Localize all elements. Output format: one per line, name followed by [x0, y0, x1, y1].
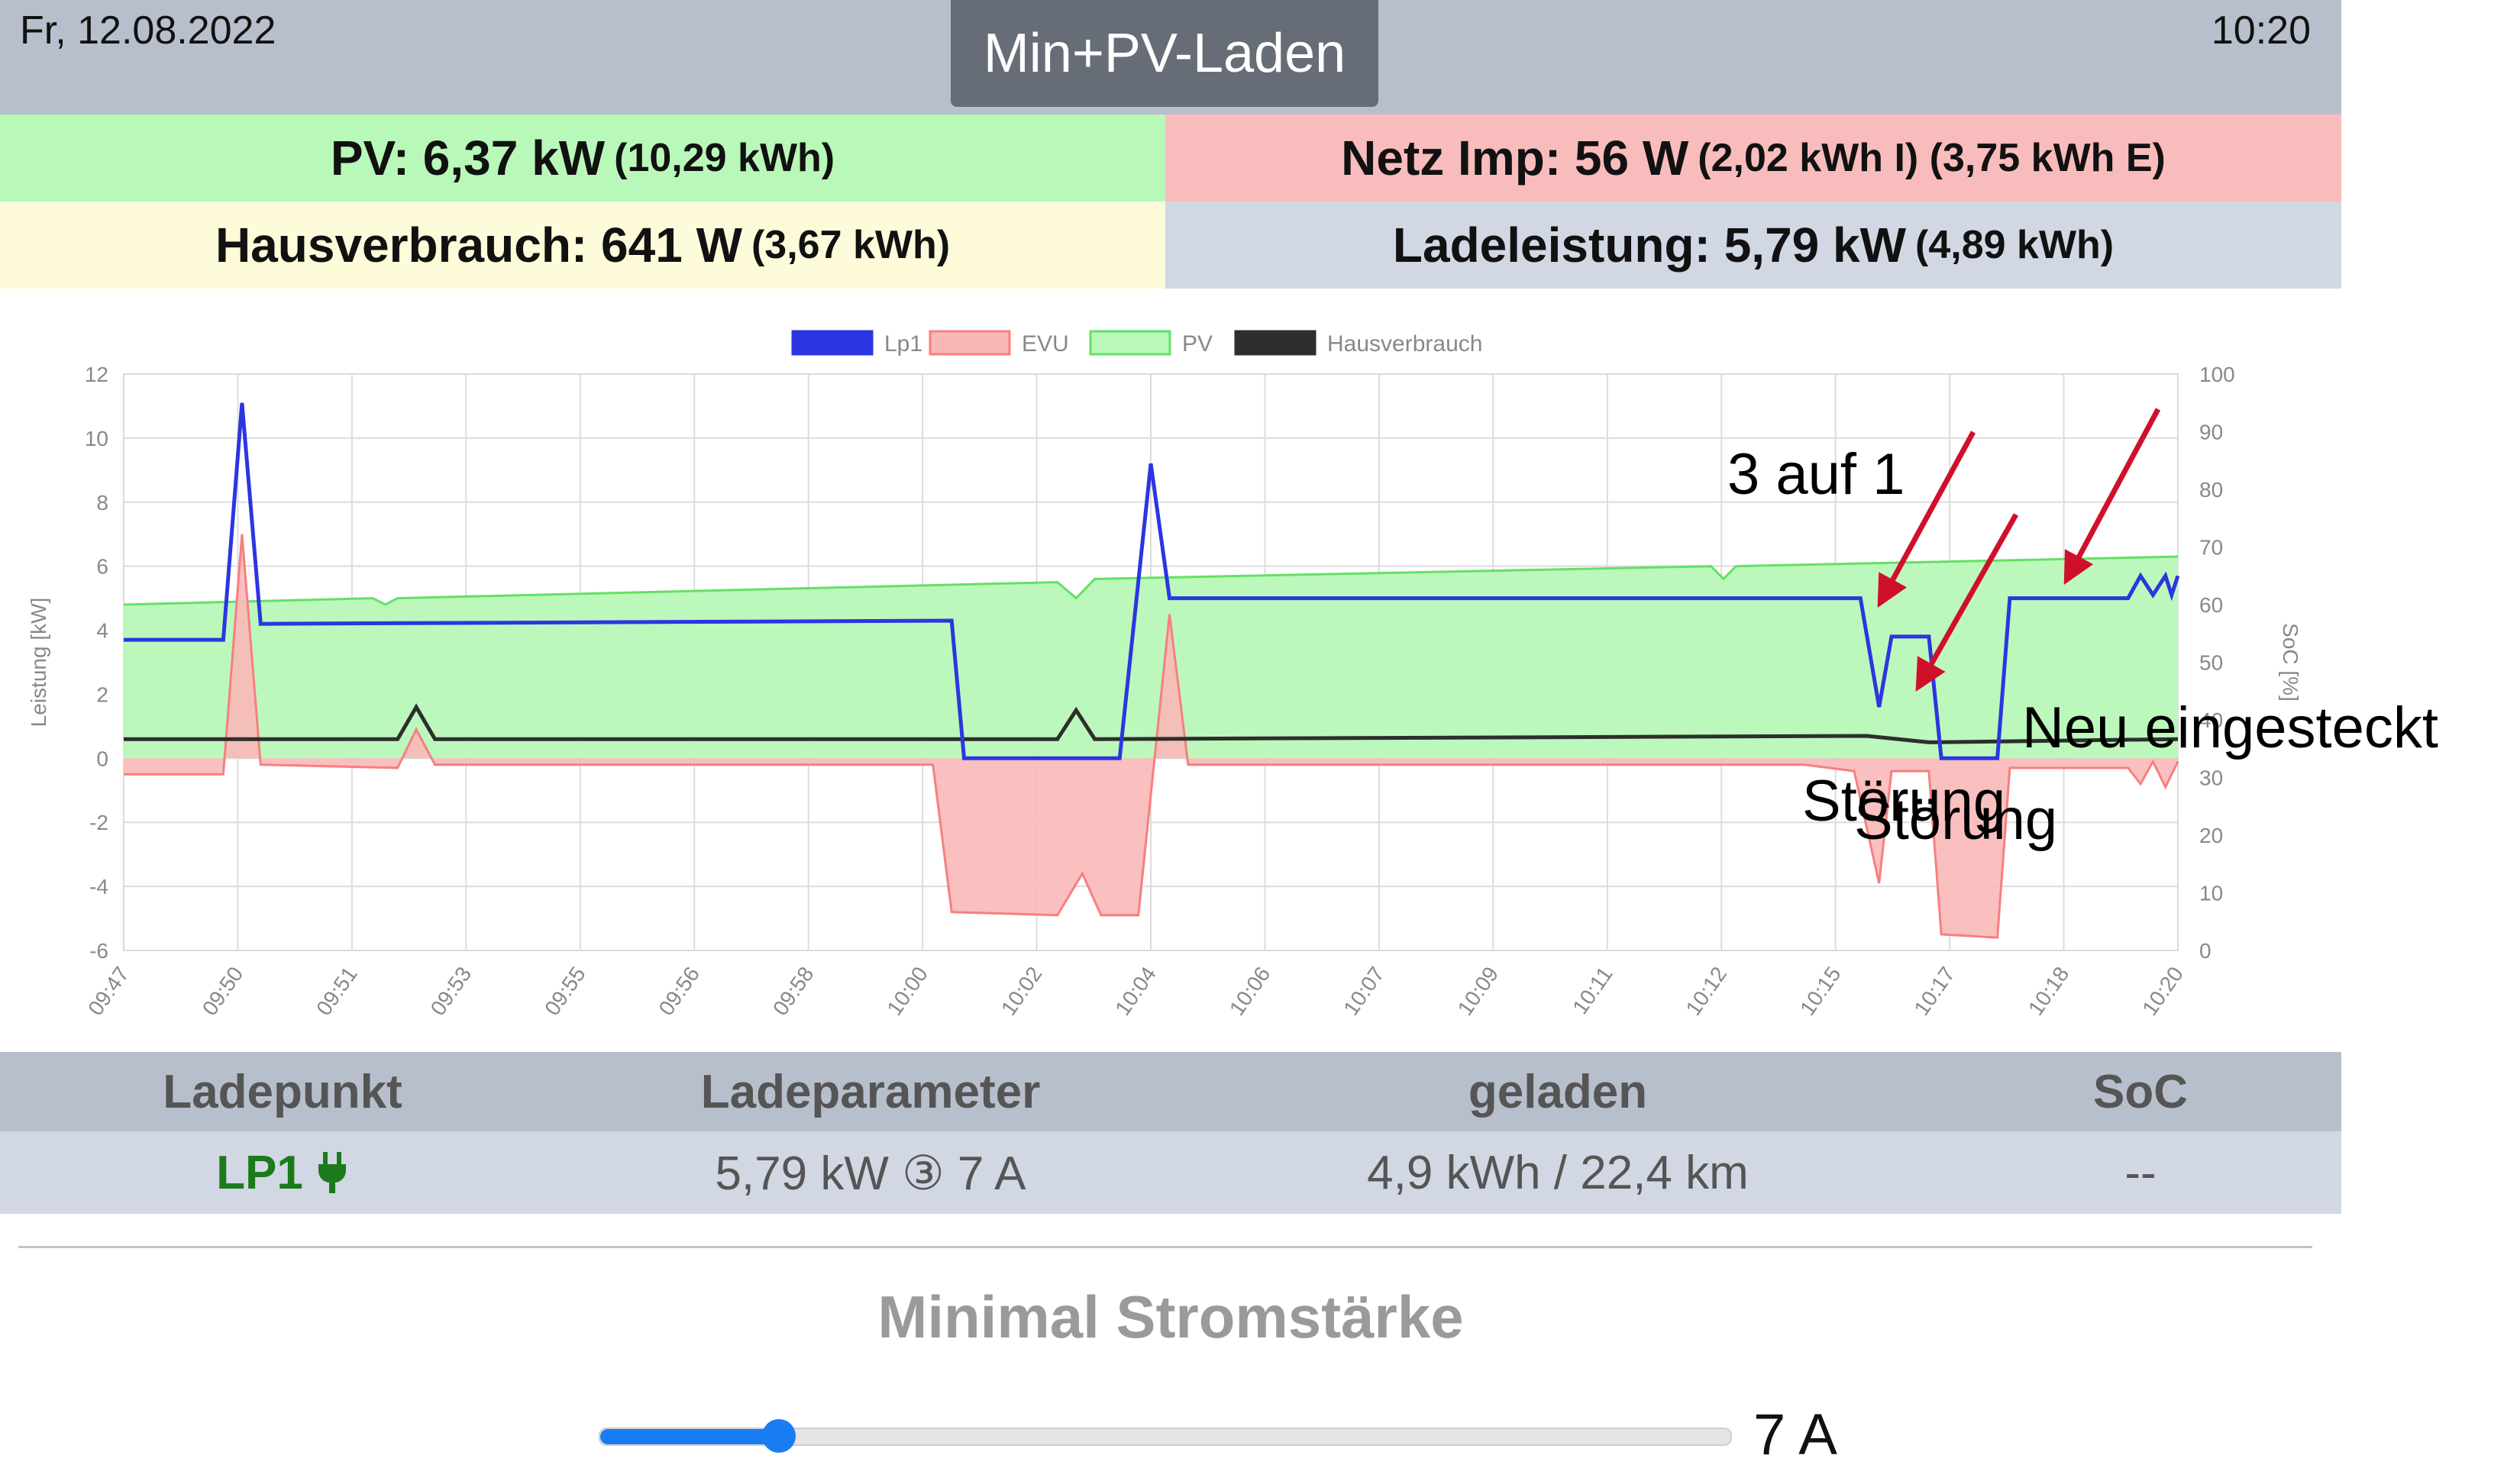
divider [18, 1246, 2312, 1248]
y2-tick-label: 30 [2199, 766, 2223, 790]
y-tick-label: -4 [89, 875, 108, 899]
y2-tick-label: 50 [2199, 651, 2223, 675]
time-label: 10:20 [2211, 8, 2311, 53]
y2-tick-label: 0 [2199, 939, 2211, 963]
y2-tick-label: 40 [2199, 708, 2223, 732]
y2-tick-label: 10 [2199, 882, 2223, 905]
col-header-ladepunkt: Ladepunkt [163, 1065, 402, 1118]
legend-swatch-lp1 [791, 330, 874, 356]
lp1-cell[interactable]: LP1 [0, 1131, 565, 1214]
table-row: LP1 5,79 kW ③ 7 A 4,9 kWh / 22,4 km -- [0, 1131, 2341, 1214]
pv-line [123, 555, 2179, 606]
house-energy: (3,67 kWh) [751, 223, 951, 267]
y-tick-label: -6 [89, 939, 108, 963]
annotation-3-auf-1: 3 auf 1 [1727, 442, 1905, 507]
grid-energy: (2,02 kWh I) (3,75 kWh E) [1698, 136, 2166, 180]
pv-power: PV: 6,37 kW [330, 131, 606, 186]
y2-tick-label: 70 [2199, 536, 2223, 560]
col-header-ladeparameter: Ladeparameter [700, 1065, 1041, 1118]
hausverbrauch-line [124, 703, 2179, 744]
y2-tick-label: 60 [2199, 593, 2223, 617]
legend-swatch-pv [1089, 330, 1171, 356]
y-tick-label: 0 [96, 747, 108, 770]
date-label: Fr, 12.08.2022 [20, 8, 276, 53]
charge-summary: Ladeleistung: 5,79 kW (4,89 kWh) [1165, 202, 2341, 289]
col-header-geladen: geladen [1468, 1065, 1648, 1118]
y2-tick-label: 80 [2199, 478, 2223, 502]
y-tick-label: 2 [96, 682, 108, 706]
plug-icon [315, 1150, 349, 1195]
min-current-label: Minimal Stromstärke [877, 1283, 1464, 1350]
y2-tick-label: 90 [2199, 421, 2223, 444]
y2-axis-label: SoC [%] [2279, 623, 2302, 702]
legend-label-hausverbrauch: Hausverbrauch [1327, 331, 1482, 357]
charge-energy: (4,89 kWh) [1915, 223, 2115, 267]
col-header-soc: SoC [2093, 1065, 2188, 1118]
y2-tick-label: 20 [2199, 824, 2223, 847]
legend-swatch-hausverbrauch [1234, 330, 1317, 356]
y2-tick-label: 100 [2199, 363, 2235, 386]
legend-label-evu: EVU [1022, 331, 1069, 357]
y-tick-label: 6 [96, 555, 108, 579]
pv-summary: PV: 6,37 kW (10,29 kWh) [0, 115, 1165, 202]
arrow-neu-eingesteckt [2063, 408, 2161, 586]
arrow-stoerung [1915, 513, 2019, 692]
y-axis-label: Leistung [kW] [27, 598, 50, 728]
pv-area [124, 557, 2178, 759]
power-chart: 121086420-2-4-6100908070605040302010009:… [27, 330, 2302, 1020]
legend-label-lp1: Lp1 [884, 331, 922, 357]
geladen-cell: 4,9 kWh / 22,4 km [1367, 1146, 1749, 1199]
mode-button[interactable]: Min+PV-Laden [951, 0, 1378, 107]
house-power: Hausverbrauch: 641 W [215, 218, 742, 273]
grid-power: Netz Imp: 56 W [1341, 131, 1689, 186]
lp1-line [124, 402, 2180, 760]
ladeparameter-cell: 5,79 kW ③ 7 A [715, 1147, 1026, 1200]
y-tick-label: 12 [85, 363, 108, 386]
legend-label-pv: PV [1182, 331, 1213, 357]
y-tick-label: 8 [96, 491, 108, 515]
house-summary: Hausverbrauch: 641 W (3,67 kWh) [0, 202, 1165, 289]
legend-swatch-evu [929, 330, 1011, 356]
header-bar: Fr, 12.08.2022 Min+PV-Laden 10:20 [0, 0, 2341, 115]
annotation-neu-eingesteckt: Neu eingesteckt [2022, 695, 2438, 760]
annotation-stoerung-1: Störung [1802, 769, 2006, 834]
lp1-label[interactable]: LP1 [216, 1146, 303, 1199]
grid-summary: Netz Imp: 56 W (2,02 kWh I) (3,75 kWh E) [1165, 115, 2341, 202]
evu-area [124, 534, 2178, 938]
soc-cell: -- [2124, 1146, 2157, 1199]
table-header: Ladepunkt Ladeparameter geladen SoC [0, 1052, 2341, 1131]
y-tick-label: -2 [89, 811, 108, 834]
arrow-3-auf-1 [1877, 431, 1976, 608]
y-tick-label: 10 [85, 427, 108, 450]
y-tick-label: 4 [96, 619, 108, 643]
slider-fill [600, 1429, 779, 1444]
evu-line [124, 534, 2179, 939]
annotation-stoerung-2: Störung [1854, 787, 2058, 852]
charge-power: Ladeleistung: 5,79 kW [1392, 218, 1907, 273]
pv-energy: (10,29 kWh) [614, 136, 835, 180]
